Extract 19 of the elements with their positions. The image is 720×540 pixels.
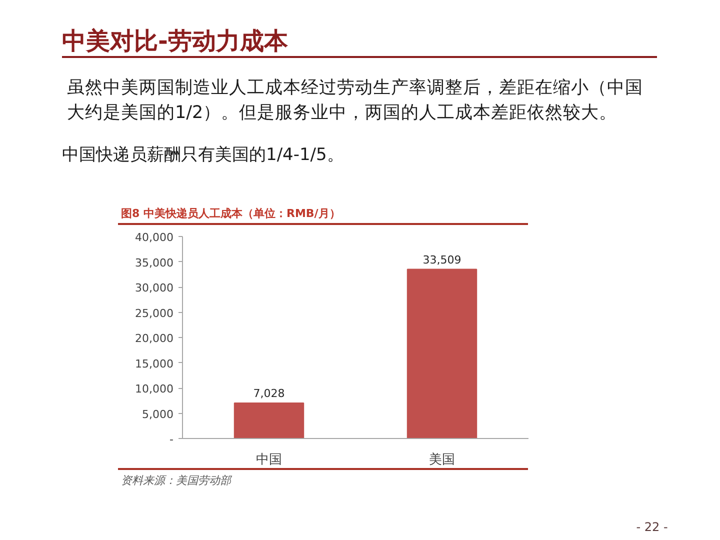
chart-title: 中美对比-劳动力成本 — [62, 26, 288, 57]
y-tick-label: 25,000 — [135, 306, 174, 320]
x-tick-label: 美国 — [429, 452, 455, 468]
text: 中国快递员薪酬只有美国的1/4-1/5。 — [62, 144, 344, 167]
chart-subtitle: 图8 中美快递员人工成本（单位：RMB/月） — [121, 206, 340, 222]
data-label: 33,509 — [422, 253, 462, 266]
x-tick-label: 中国 — [256, 452, 282, 468]
text: - 22 - — [636, 519, 668, 536]
y-tick-label: 10,000 — [135, 382, 174, 396]
y-tick-label: 40,000 — [135, 231, 174, 244]
y-tick-label: 5,000 — [142, 408, 174, 421]
y-tick-label: - — [170, 433, 174, 446]
y-tick-label: 35,000 — [135, 256, 174, 270]
y-tick-label: 15,000 — [135, 357, 174, 370]
data-label: 7,028 — [253, 387, 285, 400]
text: 虽然中美两国制造业人工成本经过劳动生产率调整后，差距在缩小（中国大约是美国的1/2）。但是服务业中，两国的人工成本差距依然较大。 — [67, 77, 644, 125]
y-tick-label: 20,000 — [135, 332, 174, 345]
text: 资料来源：美国劳动部 — [121, 473, 231, 489]
y-tick-label: 30,000 — [135, 282, 174, 294]
